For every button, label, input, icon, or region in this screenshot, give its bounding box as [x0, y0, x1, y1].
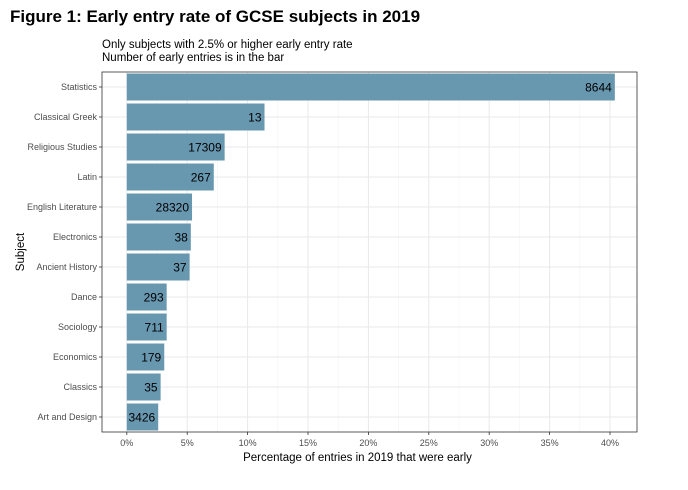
bar [126, 73, 615, 101]
bar-label: 179 [141, 351, 161, 365]
bar [126, 313, 167, 341]
panel-border [101, 71, 638, 433]
bar-label: 17309 [188, 141, 222, 155]
y-tick-label: English Literature [27, 202, 97, 212]
y-tick-label: Religious Studies [27, 142, 97, 152]
chart-subtitle-2: Number of early entries is in the bar [102, 52, 285, 64]
y-tick-label: Statistics [61, 82, 98, 92]
x-tick-label: 30% [480, 438, 498, 448]
x-tick-label: 25% [420, 438, 438, 448]
y-tick-label: Latin [77, 172, 97, 182]
x-tick-label: 15% [299, 438, 317, 448]
x-tick-label: 40% [601, 438, 619, 448]
y-tick-label: Ancient History [36, 262, 97, 272]
x-tick-label: 10% [239, 438, 257, 448]
x-tick-label: 5% [181, 438, 194, 448]
chart-subtitle-1: Only subjects with 2.5% or higher early … [102, 39, 353, 51]
bar-label: 28320 [156, 201, 190, 215]
x-tick-label: 35% [541, 438, 559, 448]
bar-label: 3426 [129, 411, 156, 425]
bar [126, 283, 167, 311]
bar-label: 293 [144, 291, 164, 305]
plot-panel [102, 72, 637, 432]
bar [126, 403, 159, 431]
bar [126, 103, 265, 131]
y-tick-label: Electronics [53, 232, 98, 242]
y-tick-label: Sociology [58, 322, 98, 332]
bar-label: 711 [145, 321, 164, 335]
bar [126, 253, 190, 281]
x-tick-label: 20% [359, 438, 377, 448]
bar-label: 38 [174, 231, 188, 245]
bar [126, 193, 193, 221]
bar [126, 373, 161, 401]
bar-label: 267 [191, 171, 211, 185]
y-tick-label: Economics [53, 352, 98, 362]
bar-label: 8644 [585, 81, 612, 95]
x-axis-title: Percentage of entries in 2019 that were … [243, 452, 472, 464]
bar [126, 343, 165, 371]
y-tick-label: Classics [63, 382, 97, 392]
bar-label: 35 [144, 381, 158, 395]
bar [126, 223, 191, 251]
y-tick-label: Dance [71, 292, 97, 302]
x-tick-label: 0% [120, 438, 133, 448]
bar-label: 37 [173, 261, 187, 275]
bar [126, 163, 214, 191]
bar-label: 13 [248, 111, 262, 125]
bar [126, 133, 225, 161]
chart-title: Figure 1: Early entry rate of GCSE subje… [10, 7, 421, 26]
y-axis-title: Subject [15, 232, 27, 271]
y-tick-label: Art and Design [37, 412, 97, 422]
y-tick-label: Classical Greek [34, 112, 98, 122]
